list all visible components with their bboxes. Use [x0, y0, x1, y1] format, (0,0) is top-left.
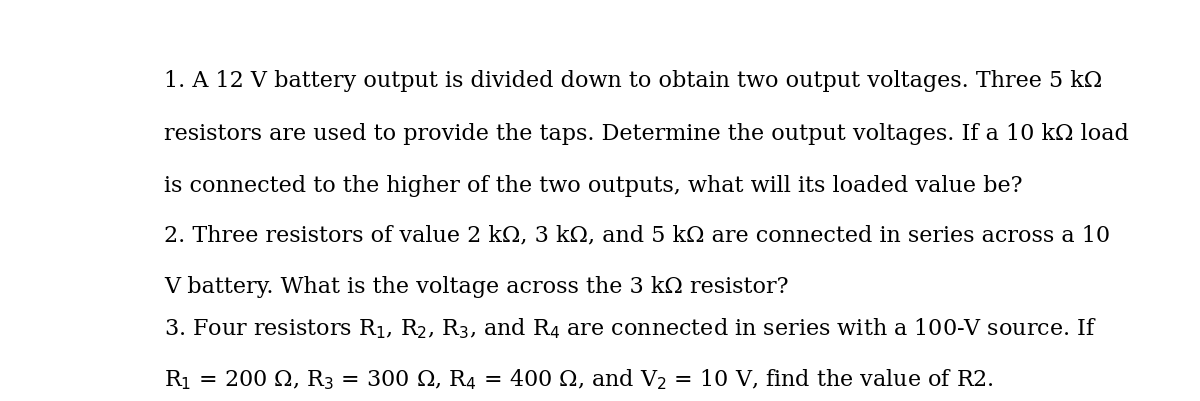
Text: resistors are used to provide the taps. Determine the output voltages. If a 10 k: resistors are used to provide the taps. … [164, 122, 1129, 144]
Text: R$_1$ = 200 Ω, R$_3$ = 300 Ω, R$_4$ = 400 Ω, and V$_2$ = 10 V, find the value of: R$_1$ = 200 Ω, R$_3$ = 300 Ω, R$_4$ = 40… [164, 366, 994, 391]
Text: V battery. What is the voltage across the 3 kΩ resistor?: V battery. What is the voltage across th… [164, 275, 788, 297]
Text: 2. Three resistors of value 2 kΩ, 3 kΩ, and 5 kΩ are connected in series across : 2. Three resistors of value 2 kΩ, 3 kΩ, … [164, 224, 1110, 246]
Text: 1. A 12 V battery output is divided down to obtain two output voltages. Three 5 : 1. A 12 V battery output is divided down… [164, 70, 1103, 92]
Text: is connected to the higher of the two outputs, what will its loaded value be?: is connected to the higher of the two ou… [164, 175, 1022, 196]
Text: 3. Four resistors R$_1$, R$_2$, R$_3$, and R$_4$ are connected in series with a : 3. Four resistors R$_1$, R$_2$, R$_3$, a… [164, 315, 1097, 340]
